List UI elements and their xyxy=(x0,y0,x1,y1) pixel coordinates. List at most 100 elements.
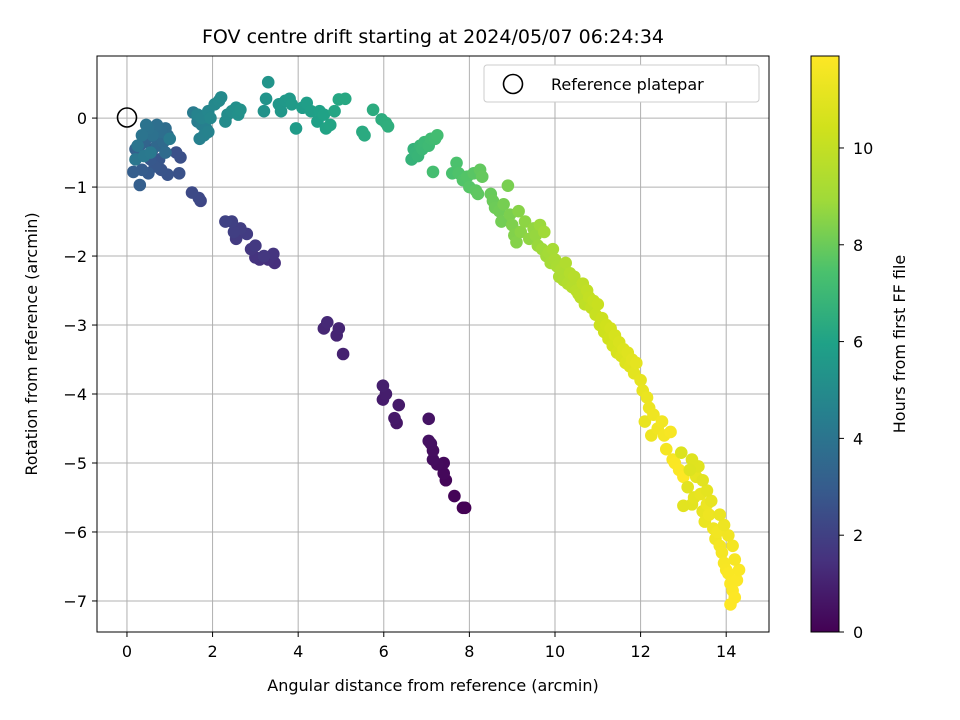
data-point xyxy=(730,573,744,587)
y-axis-label: Rotation from reference (arcmin) xyxy=(22,212,41,475)
data-point xyxy=(426,453,440,466)
data-point xyxy=(133,178,147,192)
legend: Reference platepar xyxy=(483,64,760,103)
reference-marker xyxy=(116,107,138,128)
data-point xyxy=(317,108,331,121)
data-point xyxy=(338,92,352,106)
data-point xyxy=(289,122,303,135)
data-point xyxy=(448,489,461,503)
data-point xyxy=(135,129,149,142)
data-point xyxy=(659,442,673,456)
y-axis-ticks: 0 −1 −2 −3 −4 −5 −6 −7 xyxy=(63,109,97,611)
data-point xyxy=(426,165,440,179)
data-point xyxy=(640,391,654,404)
data-point xyxy=(505,218,519,232)
data-point xyxy=(514,225,528,239)
data-point xyxy=(717,518,731,532)
y-tick-label: −2 xyxy=(63,247,87,266)
data-point xyxy=(249,239,262,253)
data-point xyxy=(537,225,551,239)
data-point xyxy=(634,373,647,387)
colorbar-tick-label: 2 xyxy=(853,526,863,545)
data-point xyxy=(358,129,371,142)
data-point xyxy=(713,508,727,522)
colorbar-tick-label: 0 xyxy=(853,623,863,642)
data-point xyxy=(696,473,709,487)
colorbar-ticks: 0 2 4 6 8 10 xyxy=(839,139,873,642)
data-point xyxy=(497,198,510,211)
data-point xyxy=(144,146,157,159)
data-point xyxy=(201,125,215,139)
data-points xyxy=(127,75,746,611)
data-point xyxy=(674,446,688,459)
data-point xyxy=(437,467,451,480)
data-point xyxy=(163,132,177,146)
data-point xyxy=(376,379,390,393)
data-point xyxy=(664,425,677,439)
data-point xyxy=(728,553,742,566)
colorbar-tick-label: 8 xyxy=(853,236,863,255)
data-point xyxy=(510,235,523,249)
legend-box xyxy=(483,64,760,103)
data-point xyxy=(591,298,605,311)
data-point xyxy=(722,567,735,580)
data-point xyxy=(366,103,380,117)
chart-title: FOV centre drift starting at 2024/05/07 … xyxy=(202,26,664,48)
data-point xyxy=(219,215,232,228)
data-point xyxy=(683,463,697,477)
data-point xyxy=(501,179,515,192)
x-tick-label: 4 xyxy=(293,642,303,661)
data-point xyxy=(422,434,436,448)
data-point xyxy=(422,412,436,426)
data-point xyxy=(257,104,271,118)
data-point xyxy=(381,120,395,133)
data-point xyxy=(495,215,508,228)
data-point xyxy=(392,398,406,412)
data-point xyxy=(638,415,652,428)
data-point xyxy=(259,92,273,106)
data-point xyxy=(332,322,346,335)
data-point xyxy=(328,104,341,118)
x-tick-label: 2 xyxy=(207,642,217,661)
colorbar-gradient xyxy=(810,55,840,633)
data-point xyxy=(430,129,444,142)
data-point xyxy=(131,139,144,152)
data-point xyxy=(285,97,299,111)
data-point xyxy=(726,539,739,553)
data-point xyxy=(204,111,217,125)
data-point xyxy=(559,256,572,270)
data-point xyxy=(169,146,183,159)
data-point xyxy=(512,204,525,218)
data-point xyxy=(546,242,560,256)
data-point xyxy=(456,501,470,515)
y-tick-label: −7 xyxy=(63,592,87,611)
data-point xyxy=(185,186,199,199)
data-point xyxy=(323,118,337,132)
data-point xyxy=(655,415,669,428)
x-tick-label: 14 xyxy=(716,642,736,661)
data-point xyxy=(127,165,140,179)
data-point xyxy=(722,529,735,542)
colorbar-label: Hours from first FF file xyxy=(890,255,909,434)
data-point xyxy=(336,347,350,361)
y-tick-label: −1 xyxy=(63,178,87,197)
data-point xyxy=(724,598,737,611)
data-point xyxy=(704,494,718,508)
data-point xyxy=(172,166,186,180)
data-point xyxy=(567,270,581,284)
data-point xyxy=(630,356,643,370)
data-point xyxy=(475,170,489,184)
y-tick-label: −4 xyxy=(63,385,87,404)
data-point xyxy=(159,146,172,159)
colorbar-tick-label: 4 xyxy=(853,429,863,448)
data-point xyxy=(267,247,280,261)
data-point xyxy=(518,215,532,228)
x-tick-label: 10 xyxy=(545,642,565,661)
plot-frame xyxy=(96,55,770,633)
x-tick-label: 8 xyxy=(464,642,474,661)
data-point xyxy=(261,75,275,89)
colorbar-tick-label: 10 xyxy=(853,139,873,158)
data-point xyxy=(732,563,746,577)
data-point xyxy=(471,187,485,201)
y-tick-label: −5 xyxy=(63,454,87,473)
